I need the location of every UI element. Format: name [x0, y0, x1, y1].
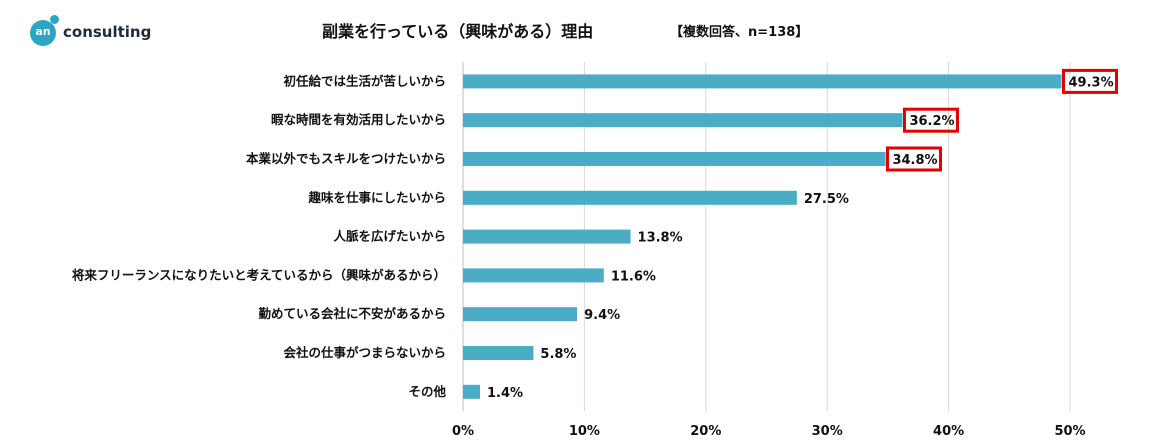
- category-label: 会社の仕事がつまらないから: [283, 345, 446, 360]
- data-label: 1.4%: [487, 386, 523, 401]
- chart-subtitle: 【複数回答、n=138】: [670, 25, 809, 40]
- logo-mark: an: [28, 15, 59, 47]
- data-label: 13.8%: [638, 231, 683, 246]
- data-label: 9.4%: [584, 308, 620, 323]
- chart-title: 副業を行っている（興味がある）理由: [322, 22, 594, 41]
- data-label: 5.8%: [540, 347, 576, 362]
- bar: [463, 384, 480, 399]
- brand-logo: an consulting: [28, 15, 152, 48]
- x-tick-label: 10%: [569, 424, 600, 439]
- bar: [463, 113, 903, 128]
- highlight-box: [902, 107, 959, 133]
- category-label: 初任給では生活が苦しいから: [283, 73, 446, 88]
- data-label: 34.8%: [892, 153, 937, 168]
- bar: [463, 152, 886, 166]
- highlight-box: [885, 146, 942, 172]
- category-label: 人脈を広げたいから: [333, 229, 446, 244]
- category-label: 将来フリーランスになりたいと考えているから（興味があるから）: [72, 267, 446, 282]
- data-label: 27.5%: [804, 192, 849, 207]
- logo-mark-text: an: [35, 25, 51, 38]
- x-tick-label: 30%: [812, 424, 843, 439]
- bar: [463, 229, 631, 244]
- bar: [463, 307, 578, 322]
- data-label: 36.2%: [909, 114, 954, 129]
- data-label: 49.3%: [1069, 75, 1114, 90]
- bar: [463, 74, 1062, 89]
- logo-dot: [50, 15, 59, 24]
- logo-wordmark: consulting: [63, 23, 152, 41]
- highlight-box: [1062, 68, 1119, 94]
- x-tick-label: 40%: [933, 424, 964, 439]
- category-label: 趣味を仕事にしたいから: [307, 190, 446, 205]
- category-label: 暇な時間を有効活用したいから: [271, 112, 446, 127]
- x-tick-label: 50%: [1054, 424, 1085, 439]
- category-label: 勤めている会社に不安があるから: [258, 306, 446, 321]
- bar: [463, 346, 534, 360]
- logo-circle: [30, 20, 56, 46]
- bar: [463, 190, 797, 205]
- category-label: 本業以外でもスキルをつけたいから: [246, 151, 446, 166]
- x-tick-label: 0%: [452, 424, 474, 439]
- category-label: その他: [408, 384, 446, 399]
- x-tick-label: 20%: [690, 424, 721, 439]
- bar: [463, 268, 604, 283]
- data-label: 11.6%: [611, 269, 656, 284]
